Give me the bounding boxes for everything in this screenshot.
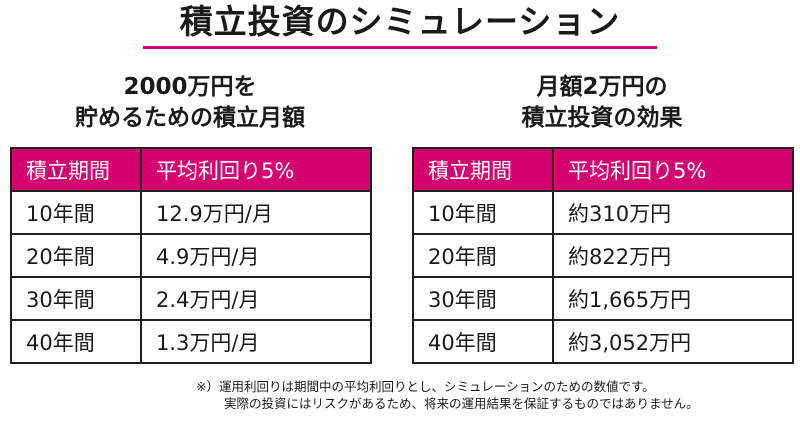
period-cell: 30年間 — [10, 276, 142, 321]
footnote: ※）運用利回りは期間中の平均利回りとし、シミュレーションのための数値です。 実際… — [196, 378, 699, 412]
left-heading-line1: 2000万円を — [123, 74, 257, 100]
column-header-period: 積立期間 — [10, 147, 142, 192]
page-title: 積立投資のシミュレーション — [179, 2, 621, 41]
left-heading-line2: 貯めるための積立月額 — [75, 105, 305, 131]
period-cell: 30年間 — [412, 276, 554, 321]
table-row: 40年間 約3,052万円 — [412, 319, 794, 364]
period-cell: 10年間 — [412, 190, 554, 235]
table-row: 20年間 約822万円 — [412, 233, 794, 278]
value-cell: 1.3万円/月 — [140, 319, 372, 364]
period-cell: 20年間 — [412, 233, 554, 278]
table-row: 40年間 1.3万円/月 — [10, 319, 372, 364]
investment-effect-table: 積立期間 平均利回り5% 10年間 約310万円 20年間 約822万円 30年… — [412, 147, 794, 364]
value-cell: 約3,052万円 — [552, 319, 794, 364]
period-cell: 10年間 — [10, 190, 142, 235]
right-heading: 月額2万円の 積立投資の効果 — [412, 72, 792, 134]
column-header-yield: 平均利回り5% — [140, 147, 372, 192]
monthly-amount-table: 積立期間 平均利回り5% 10年間 12.9万円/月 20年間 4.9万円/月 … — [10, 147, 372, 364]
table-row: 10年間 12.9万円/月 — [10, 190, 372, 235]
table-row: 20年間 4.9万円/月 — [10, 233, 372, 278]
table-header-row: 積立期間 平均利回り5% — [10, 147, 372, 192]
table-row: 30年間 2.4万円/月 — [10, 276, 372, 321]
title-underline — [143, 46, 657, 49]
right-heading-line2: 積立投資の効果 — [521, 105, 683, 131]
value-cell: 12.9万円/月 — [140, 190, 372, 235]
table-row: 10年間 約310万円 — [412, 190, 794, 235]
period-cell: 20年間 — [10, 233, 142, 278]
footnote-line2: 実際の投資にはリスクがあるため、将来の運用結果を保証するものではありません。 — [224, 396, 699, 411]
period-cell: 40年間 — [412, 319, 554, 364]
value-cell: 2.4万円/月 — [140, 276, 372, 321]
value-cell: 約310万円 — [552, 190, 794, 235]
table-header-row: 積立期間 平均利回り5% — [412, 147, 794, 192]
right-heading-line1: 月額2万円の — [536, 74, 668, 100]
column-header-yield: 平均利回り5% — [552, 147, 794, 192]
value-cell: 約822万円 — [552, 233, 794, 278]
period-cell: 40年間 — [10, 319, 142, 364]
footnote-line1: ※）運用利回りは期間中の平均利回りとし、シミュレーションのための数値です。 — [196, 379, 655, 394]
left-heading: 2000万円を 貯めるための積立月額 — [10, 72, 370, 134]
value-cell: 4.9万円/月 — [140, 233, 372, 278]
table-row: 30年間 約1,665万円 — [412, 276, 794, 321]
value-cell: 約1,665万円 — [552, 276, 794, 321]
column-header-period: 積立期間 — [412, 147, 554, 192]
